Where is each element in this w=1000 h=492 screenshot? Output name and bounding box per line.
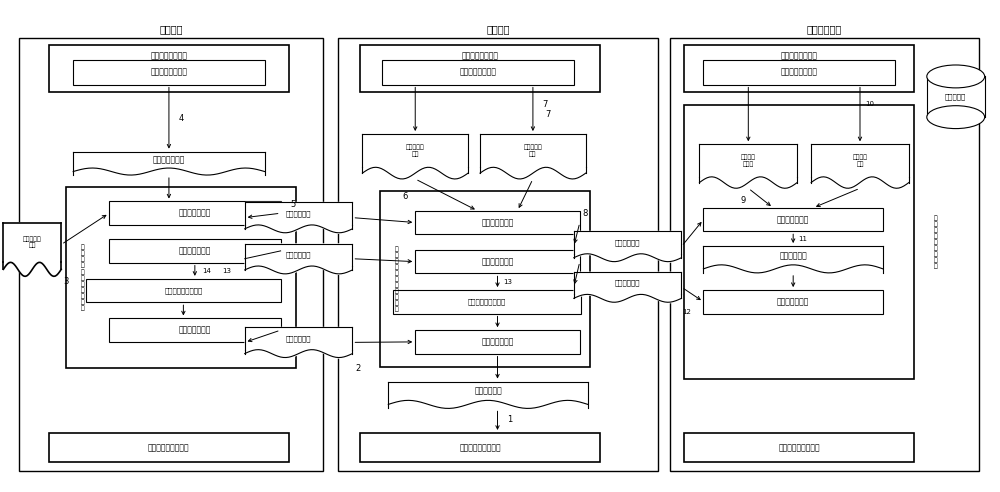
FancyBboxPatch shape	[415, 211, 580, 234]
Polygon shape	[927, 76, 985, 117]
Polygon shape	[699, 144, 797, 177]
Polygon shape	[362, 134, 468, 167]
Text: 3: 3	[64, 277, 69, 286]
Text: 完整性收集者实例: 完整性收集者实例	[462, 52, 499, 61]
Text: 11: 11	[799, 236, 808, 242]
Text: 完整性收集者实例: 完整性收集者实例	[150, 52, 187, 61]
Text: 7: 7	[545, 110, 551, 120]
FancyBboxPatch shape	[415, 330, 580, 354]
Text: 网络访问控制者实例: 网络访问控制者实例	[459, 443, 501, 452]
Text: 安全管理中心: 安全管理中心	[806, 24, 842, 34]
FancyBboxPatch shape	[684, 433, 914, 462]
Polygon shape	[245, 244, 352, 266]
Text: 网络访问请求者实例: 网络访问请求者实例	[148, 443, 190, 452]
FancyBboxPatch shape	[703, 290, 883, 313]
Text: 可信报告消息: 可信报告消息	[286, 211, 311, 217]
Text: 完整性报告
消息: 完整性报告 消息	[524, 145, 542, 156]
Text: 可信基准库: 可信基准库	[945, 93, 966, 100]
Text: 13: 13	[222, 268, 231, 274]
Ellipse shape	[927, 106, 985, 128]
Text: 完整性度量子模块: 完整性度量子模块	[460, 68, 497, 77]
FancyBboxPatch shape	[684, 45, 914, 92]
Polygon shape	[245, 327, 352, 350]
Text: 5: 5	[290, 200, 295, 209]
FancyBboxPatch shape	[49, 433, 289, 462]
FancyBboxPatch shape	[360, 433, 600, 462]
FancyBboxPatch shape	[684, 105, 914, 379]
Text: 8: 8	[582, 209, 587, 218]
FancyBboxPatch shape	[86, 279, 281, 302]
Text: 可
信
网
络
连
接
客
户
端
实
例: 可 信 网 络 连 接 客 户 端 实 例	[80, 245, 84, 311]
Text: 接入点评估结果消息: 接入点评估结果消息	[164, 287, 203, 294]
FancyBboxPatch shape	[73, 60, 265, 85]
Text: 完整性校验子模块: 完整性校验子模块	[781, 68, 818, 77]
Text: 可信报告消息: 可信报告消息	[615, 239, 640, 246]
FancyBboxPatch shape	[49, 45, 289, 92]
Text: 完整性请求
消息: 完整性请求 消息	[406, 145, 425, 156]
FancyBboxPatch shape	[703, 208, 883, 231]
Text: 6: 6	[403, 191, 408, 201]
FancyBboxPatch shape	[360, 45, 600, 92]
Text: 校验结果消息: 校验结果消息	[779, 251, 807, 260]
FancyBboxPatch shape	[380, 191, 590, 368]
FancyBboxPatch shape	[109, 202, 281, 225]
Text: 7: 7	[542, 99, 548, 109]
Polygon shape	[703, 246, 883, 273]
Text: 完整性度量子模块: 完整性度量子模块	[150, 68, 187, 77]
FancyBboxPatch shape	[703, 60, 895, 85]
Polygon shape	[245, 203, 352, 225]
Polygon shape	[574, 272, 681, 294]
Text: 评估报告子模块: 评估报告子模块	[777, 297, 809, 307]
Polygon shape	[811, 144, 909, 177]
Text: 完整性报告消息: 完整性报告消息	[153, 155, 185, 164]
Text: 13: 13	[503, 278, 512, 285]
Text: 可信报告子模块: 可信报告子模块	[481, 218, 514, 227]
FancyBboxPatch shape	[66, 187, 296, 369]
Polygon shape	[574, 231, 681, 254]
Text: 评估激活消息: 评估激活消息	[286, 335, 311, 342]
Text: 评估管理子模块: 评估管理子模块	[481, 338, 514, 346]
Text: 4: 4	[178, 114, 184, 123]
FancyBboxPatch shape	[19, 38, 323, 471]
Text: 鉴别策略服务者实例: 鉴别策略服务者实例	[778, 443, 820, 452]
FancyBboxPatch shape	[109, 239, 281, 263]
Text: 评估激活消息: 评估激活消息	[474, 386, 502, 396]
Text: 接入点评估结果消息: 接入点评估结果消息	[468, 299, 506, 305]
Text: 可信报告消息: 可信报告消息	[286, 251, 311, 258]
Text: 评估管理子模块: 评估管理子模块	[179, 326, 211, 335]
FancyBboxPatch shape	[415, 250, 580, 274]
FancyBboxPatch shape	[670, 38, 979, 471]
FancyBboxPatch shape	[382, 60, 574, 85]
Ellipse shape	[927, 65, 985, 88]
Text: 外部节点: 外部节点	[160, 24, 183, 34]
Text: 可信报告子模块: 可信报告子模块	[179, 209, 211, 218]
Text: 完整性校验者实例: 完整性校验者实例	[781, 52, 818, 61]
Text: 评
估
策
略
服
务
者
实
例: 评 估 策 略 服 务 者 实 例	[934, 215, 938, 269]
Polygon shape	[3, 222, 61, 262]
Text: 9: 9	[741, 196, 746, 205]
Text: 14: 14	[202, 268, 211, 274]
Text: 完整性报
告消息: 完整性报 告消息	[741, 154, 756, 167]
Text: 12: 12	[682, 309, 691, 315]
Text: 评估报告消息: 评估报告消息	[615, 280, 640, 286]
Text: 可信验证子模块: 可信验证子模块	[481, 257, 514, 266]
Text: 校验结果
消息: 校验结果 消息	[852, 154, 867, 167]
FancyBboxPatch shape	[393, 290, 581, 313]
Polygon shape	[388, 381, 588, 408]
Polygon shape	[73, 152, 265, 175]
Text: 可
信
网
络
连
接
客
户
端
实
例: 可 信 网 络 连 接 客 户 端 实 例	[394, 246, 398, 312]
Text: 1: 1	[507, 415, 512, 424]
Text: 完整性请求
消息: 完整性请求 消息	[23, 236, 42, 248]
Text: 边界网关: 边界网关	[486, 24, 510, 34]
Text: 可信评估子模块: 可信评估子模块	[777, 215, 809, 224]
Text: 10: 10	[865, 101, 874, 107]
Polygon shape	[480, 134, 586, 167]
FancyBboxPatch shape	[338, 38, 658, 471]
FancyBboxPatch shape	[109, 318, 281, 342]
Text: 2: 2	[356, 364, 361, 373]
Text: 可信验证子模块: 可信验证子模块	[179, 246, 211, 255]
